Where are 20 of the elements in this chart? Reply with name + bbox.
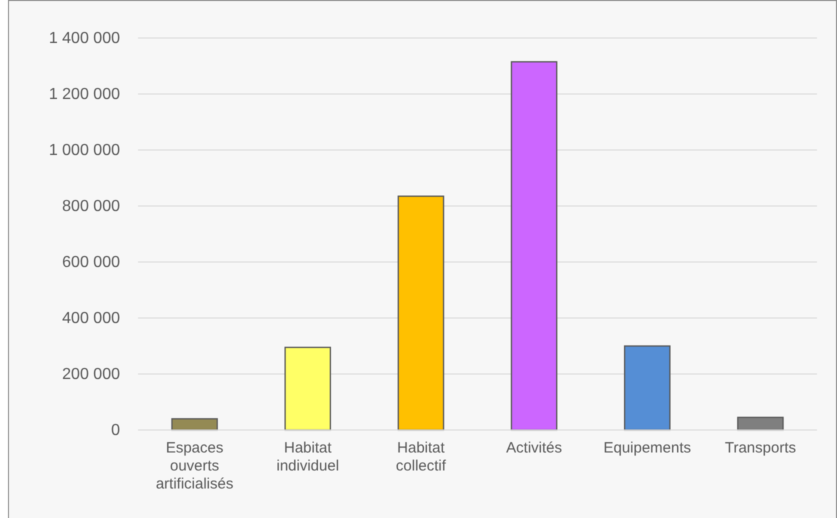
bar	[284, 346, 332, 431]
x-tick-label: Activités	[506, 440, 562, 457]
y-tick-label: 1 200 000	[48, 86, 120, 104]
bar	[510, 61, 558, 431]
x-tick-label: Equipements	[603, 440, 692, 457]
y-tick-label: 400 000	[62, 310, 120, 328]
y-tick-label: 600 000	[62, 254, 120, 272]
x-tick-label: Transports	[724, 440, 796, 457]
y-tick-label: 200 000	[62, 366, 120, 384]
x-tick-label: Habitat individuel	[276, 440, 340, 475]
bar	[398, 196, 444, 431]
y-tick-label: 1 400 000	[48, 30, 120, 48]
x-tick-label: Espaces ouverts artificialisés	[156, 440, 234, 493]
bar	[624, 345, 671, 431]
bar	[171, 418, 218, 431]
bar	[737, 416, 784, 431]
y-tick-label: 1 000 000	[48, 142, 120, 160]
x-tick-label: Habitat collectif	[396, 440, 447, 475]
y-tick-label: 0	[111, 422, 120, 440]
y-tick-label: 800 000	[62, 198, 120, 216]
